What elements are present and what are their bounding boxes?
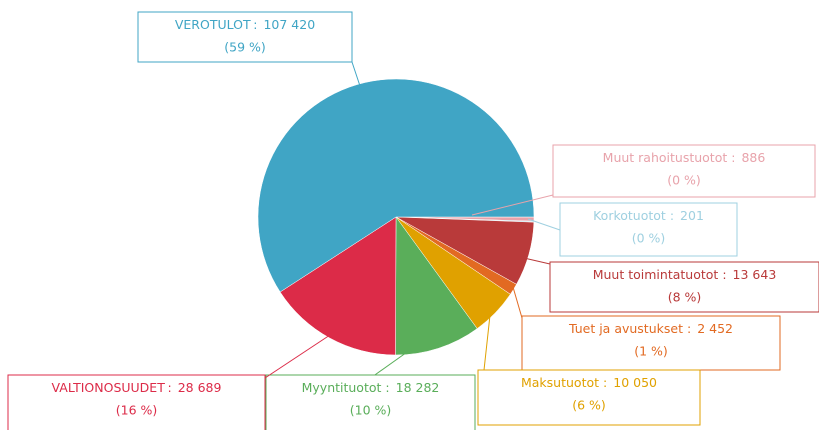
label-box [477, 369, 701, 426]
category-name: Korkotuotot [593, 208, 666, 223]
value-label: 13 643 [733, 267, 777, 282]
data-label: Muut rahoitustuotot:886 [603, 150, 766, 165]
data-label: VEROTULOT:107 420 [175, 17, 315, 32]
percent-label: (0 %) [632, 231, 666, 246]
separator: : [670, 208, 674, 223]
percent-label: (0 %) [667, 173, 701, 188]
pie-slice [279, 216, 397, 356]
leader-line [264, 334, 331, 379]
category-name: Muut toimintatuotot [593, 267, 719, 282]
percent-label: (8 %) [668, 290, 702, 305]
value-label: 28 689 [178, 380, 222, 395]
pie-slice [395, 216, 478, 356]
separator: : [385, 380, 389, 395]
percent-label: (10 %) [350, 403, 392, 418]
label-box [7, 374, 266, 430]
category-name: Myyntituotot [302, 380, 382, 395]
value-label: 10 050 [613, 375, 657, 390]
value-label: 18 282 [396, 380, 440, 395]
leader-line [523, 257, 551, 265]
separator: : [253, 17, 257, 32]
value-label: 201 [680, 208, 704, 223]
category-name: Muut rahoitustuotot [603, 150, 728, 165]
category-name: Tuet ja avustukset [568, 321, 683, 336]
separator: : [603, 375, 607, 390]
leader-line [512, 286, 523, 319]
data-label: VALTIONOSUUDET:28 689 [52, 380, 222, 395]
percent-label: (6 %) [572, 398, 606, 413]
category-name: VEROTULOT [175, 17, 251, 32]
data-label: Maksutuotot:10 050 [521, 375, 657, 390]
percent-label: (16 %) [116, 403, 158, 418]
data-label: Tuet ja avustukset:2 452 [568, 321, 733, 336]
category-name: VALTIONOSUUDET [52, 380, 166, 395]
value-label: 886 [741, 150, 765, 165]
leader-line [371, 349, 411, 378]
percent-label: (59 %) [224, 40, 266, 55]
leader-line [471, 194, 554, 216]
pie-slice [257, 78, 535, 293]
separator: : [687, 321, 691, 336]
value-label: 107 420 [263, 17, 315, 32]
label-box [265, 374, 476, 430]
value-label: 2 452 [697, 321, 733, 336]
separator: : [731, 150, 735, 165]
leader-line [527, 218, 561, 231]
data-label: Myyntituotot:18 282 [302, 380, 440, 395]
data-label: Muut toimintatuotot:13 643 [593, 267, 777, 282]
leader-line [351, 61, 361, 87]
separator: : [722, 267, 726, 282]
label-box [549, 261, 819, 313]
label-box [559, 202, 738, 257]
data-label: Korkotuotot:201 [593, 208, 704, 223]
label-box [552, 144, 816, 198]
percent-label: (1 %) [634, 344, 668, 359]
category-name: Maksutuotot [521, 375, 599, 390]
separator: : [167, 380, 171, 395]
label-box [137, 11, 353, 63]
